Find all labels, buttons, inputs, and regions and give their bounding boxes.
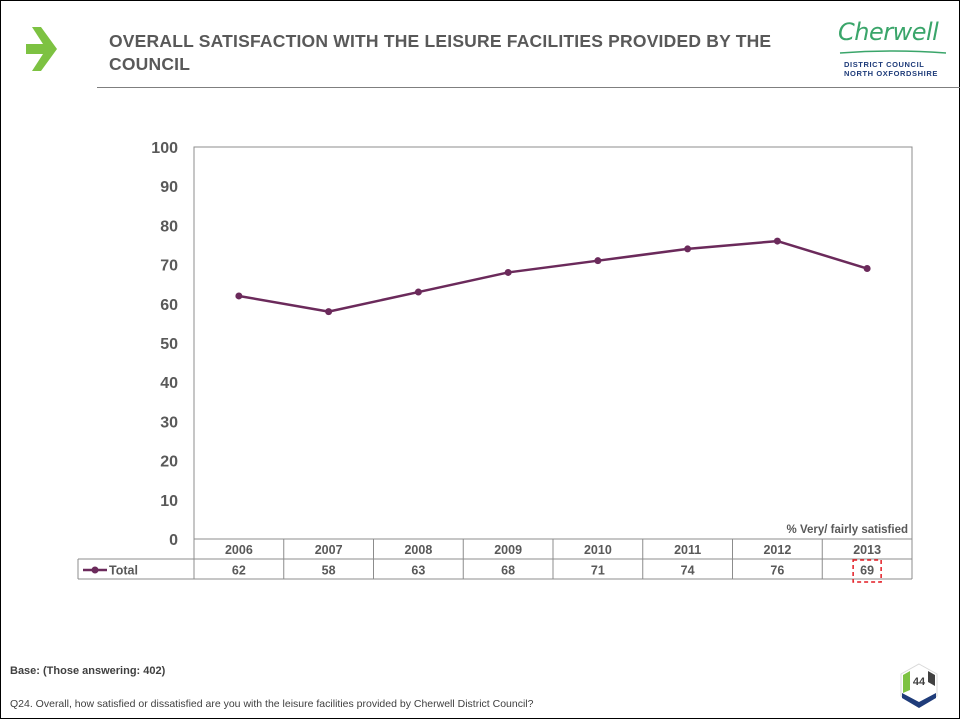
data-point bbox=[684, 245, 692, 253]
logo-swoosh bbox=[839, 50, 947, 54]
category-label: 2008 bbox=[404, 543, 432, 557]
category-label: 2006 bbox=[225, 543, 253, 557]
y-tick-label: 20 bbox=[160, 454, 178, 471]
y-tick-label: 30 bbox=[160, 414, 178, 431]
title-divider bbox=[97, 87, 960, 88]
arrow-right-icon bbox=[26, 27, 57, 71]
series-line bbox=[238, 239, 868, 313]
base-note: Base: (Those answering: 402) bbox=[10, 665, 166, 677]
table-value: 58 bbox=[322, 564, 336, 578]
data-point bbox=[235, 292, 243, 300]
data-point bbox=[863, 265, 871, 273]
data-point bbox=[414, 288, 422, 296]
category-label: 2007 bbox=[315, 543, 343, 557]
data-point bbox=[594, 257, 602, 265]
table-value: 62 bbox=[232, 564, 246, 578]
category-label: 2011 bbox=[674, 543, 701, 557]
data-point bbox=[325, 308, 333, 316]
table-value: 74 bbox=[681, 564, 695, 578]
category-label: 2013 bbox=[853, 543, 881, 557]
y-tick-label: 70 bbox=[160, 258, 178, 275]
y-tick-label: 90 bbox=[160, 179, 178, 196]
category-label: 2010 bbox=[584, 543, 612, 557]
category-label: 2012 bbox=[763, 543, 791, 557]
legend-marker bbox=[91, 566, 99, 574]
table-value: 68 bbox=[501, 564, 515, 578]
category-label: 2009 bbox=[494, 543, 522, 557]
table-value: 71 bbox=[591, 564, 605, 578]
y-tick-label: 40 bbox=[160, 375, 178, 392]
logo-subtitle-2: NORTH OXFORDSHIRE bbox=[844, 69, 938, 78]
y-tick-label: 0 bbox=[169, 532, 178, 549]
page-badge-icon bbox=[900, 663, 938, 708]
page-number: 44 bbox=[912, 676, 926, 688]
legend-label: Total bbox=[109, 564, 138, 578]
y-tick-label: 60 bbox=[160, 297, 178, 314]
question-text: Q24. Overall, how satisfied or dissatisf… bbox=[10, 698, 534, 710]
highlight-box bbox=[852, 559, 882, 583]
slide-title: OVERALL SATISFACTION WITH THE LEISURE FA… bbox=[109, 31, 772, 74]
table-value: 76 bbox=[770, 564, 784, 578]
plot-area bbox=[193, 146, 913, 540]
y-tick-label: 10 bbox=[160, 493, 178, 510]
logo-wordmark: Cherwell bbox=[838, 18, 939, 46]
logo-subtitle-1: DISTRICT COUNCIL bbox=[844, 60, 925, 69]
y-tick-label: 100 bbox=[151, 140, 178, 157]
y-tick-label: 50 bbox=[160, 336, 178, 353]
y-tick-label: 80 bbox=[160, 218, 178, 235]
cherwell-logo: Cherwell DISTRICT COUNCIL NORTH OXFORDSH… bbox=[832, 18, 947, 88]
chart-annotation: % Very/ fairly satisfied bbox=[787, 524, 908, 536]
data-point bbox=[504, 268, 512, 276]
data-point bbox=[773, 237, 781, 245]
table-value: 63 bbox=[411, 564, 425, 578]
table-value: 69 bbox=[860, 564, 874, 578]
